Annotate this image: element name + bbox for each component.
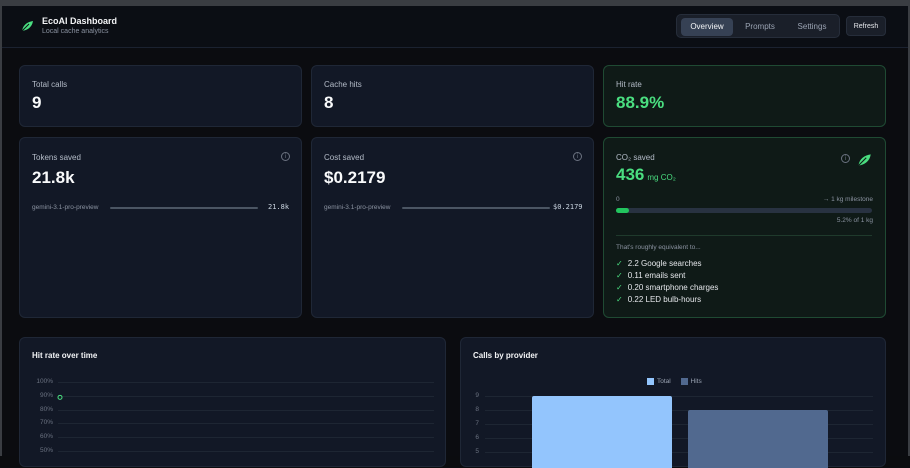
check-icon: ✓ [616,283,623,292]
check-icon: ✓ [616,295,623,304]
bar-hits[interactable] [688,409,828,468]
cost-saved-card: Cost saved i $0.2179 gemini-3.1-pro-prev… [311,137,594,318]
app-subtitle: Local cache analytics [42,28,109,35]
hit-rate-label: Hit rate [616,80,642,89]
grid-line [58,423,434,425]
grid-line [485,409,873,411]
provider-chart-card: Calls by provider Total Hits 9 8 7 6 5 [460,337,886,468]
co2-progress-fill [616,208,630,213]
y-tick-label: 60% [39,433,53,441]
grid-line [58,437,434,439]
legend-total: Total [657,378,671,385]
co2-unit: mg CO₂ [647,173,676,182]
hit-rate-chart-card: Hit rate over time 100% 90% 80% 70% 60% 50% [19,337,446,467]
info-icon[interactable]: i [841,154,850,163]
equivalent-intro: That's roughly equivalent to... [616,244,701,251]
total-calls-label: Total calls [32,80,68,89]
tab-settings[interactable]: Settings [797,22,827,31]
hit-rate-chart-title: Hit rate over time [32,351,98,360]
cache-hits-value: 8 [324,93,334,112]
leaf-icon [21,21,33,32]
tab-prompts[interactable]: Prompts [745,22,775,31]
grid-line [58,395,434,397]
tab-overview[interactable]: Overview [681,18,733,36]
cost-model-value: $0.2179 [553,203,583,211]
co2-milestone-label: → 1 kg milestone [822,196,873,203]
hit-rate-value: 88.9% [616,93,665,112]
refresh-button[interactable]: Refresh [846,16,886,36]
y-tick-label: 5 [475,447,479,455]
y-tick-label: 9 [475,392,479,399]
app-title: EcoAI Dashboard [42,16,118,26]
y-tick-label: 70% [39,419,53,427]
divider [616,235,872,236]
tokens-saved-card: Tokens saved i 21.8k gemini-3.1-pro-prev… [19,137,302,318]
check-icon: ✓ [616,271,623,280]
grid-line [485,396,873,397]
co2-saved-value-row: 436 mg CO₂ [616,165,676,185]
info-icon[interactable]: i [281,152,290,161]
grid-line [485,437,873,439]
cost-model-bar [402,207,550,209]
y-tick-label: 100% [36,378,53,385]
tokens-saved-value: 21.8k [32,168,75,187]
y-tick-label: 6 [475,433,479,441]
tokens-model-value: 21.8k [268,203,290,211]
equivalent-item: ✓ 0.11 emails sent [616,271,686,280]
provider-chart-title: Calls by provider [473,351,538,360]
grid-line [485,423,873,425]
grid-line [58,382,434,383]
hit-rate-point[interactable] [57,394,63,400]
co2-saved-label: CO₂ saved [616,153,655,162]
equivalent-item: ✓ 0.20 smartphone charges [616,283,719,292]
cache-hits-card: Cache hits 8 [311,65,594,127]
co2-progress-bar [616,208,872,213]
legend-swatch-total [647,378,654,385]
total-calls-value: 9 [32,93,42,112]
cost-saved-label: Cost saved [324,153,365,162]
equivalent-item: ✓ 2.2 Google searches [616,259,702,268]
hit-rate-card: Hit rate 88.9% [603,65,886,127]
co2-scale-start: 0 [616,196,620,203]
co2-saved-value: 436 [616,165,645,184]
y-tick-label: 7 [475,419,479,427]
chart-legend: Total Hits [647,378,702,385]
leaf-icon [857,154,871,167]
grid-line [485,451,873,453]
y-tick-label: 50% [39,447,53,454]
bar-total[interactable] [532,396,672,468]
tokens-model-bar [110,207,258,209]
total-calls-card: Total calls 9 [19,65,302,127]
app-header: EcoAI Dashboard Local cache analytics Ov… [2,6,908,48]
legend-hits: Hits [690,378,702,385]
tokens-model-name: gemini-3.1-pro-preview [32,204,99,211]
y-tick-label: 90% [39,391,53,399]
legend-swatch-hits [680,378,688,385]
tokens-saved-label: Tokens saved [32,153,81,162]
cost-saved-value: $0.2179 [324,168,386,187]
info-icon[interactable]: i [573,152,582,161]
cost-model-name: gemini-3.1-pro-preview [324,204,391,211]
check-icon: ✓ [616,259,623,268]
equivalent-item: ✓ 0.22 LED bulb-hours [616,295,702,304]
y-tick-label: 80% [39,405,53,413]
hit-rate-chart-plot [57,394,63,400]
nav-tabs: Overview Prompts Settings [676,14,840,38]
grid-line [58,409,434,411]
co2-progress-text: 5.2% of 1 kg [836,217,873,224]
y-tick-label: 8 [475,405,479,413]
grid-line [58,451,434,452]
co2-saved-card: CO₂ saved i 436 mg CO₂ 0 → 1 kg milestone… [603,137,886,318]
cache-hits-label: Cache hits [324,80,362,89]
